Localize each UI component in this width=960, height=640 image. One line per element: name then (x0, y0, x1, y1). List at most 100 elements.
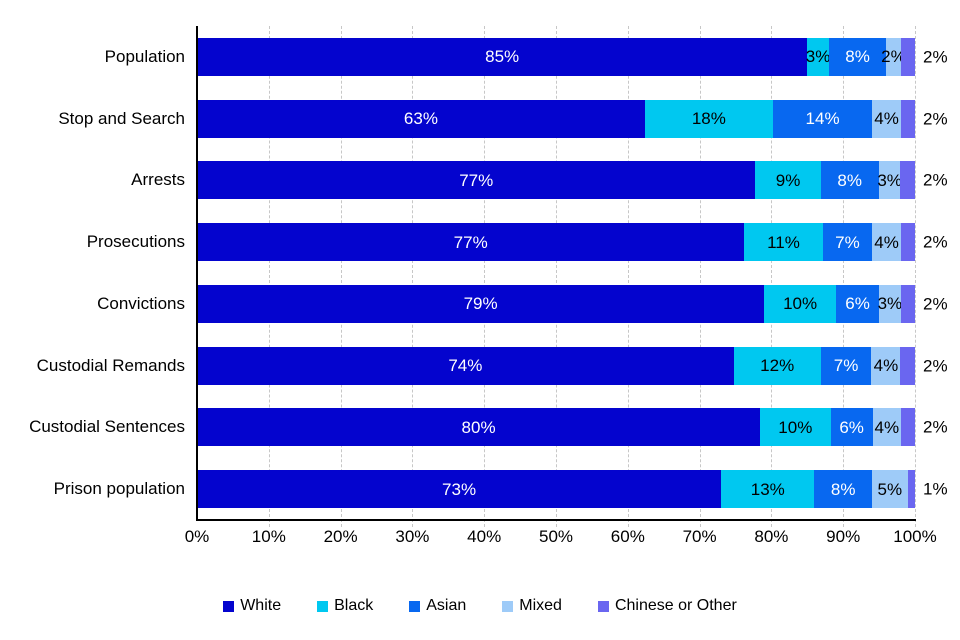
segment-mixed: 3% (877, 284, 903, 323)
segment-asian: 7% (822, 223, 873, 262)
bar-row-prison-population: 73% 13% 8% 5% 1% (197, 458, 948, 520)
plot-area: 85% 3% 8% 2% 2% 63% 18% 14% 4% 2% 77% 9% 8% 3% 2% 77% 11… (197, 26, 948, 527)
segment-label: 10% (778, 417, 813, 437)
segment-mixed: 5% (871, 470, 908, 509)
segment-label-outside: 1% (923, 479, 948, 499)
legend-marker-icon (317, 600, 329, 612)
segment-asian: 14% (772, 99, 873, 138)
gridline (556, 26, 557, 527)
segment-label: 13% (750, 479, 785, 499)
segment-white: 73% (197, 470, 722, 509)
segment-label: 3% (805, 47, 831, 67)
segment-white: 85% (197, 37, 808, 76)
segment-chinese-or-other (900, 99, 915, 138)
x-tick-label: 90% (826, 527, 861, 546)
segment-black: 3% (805, 37, 831, 76)
segment-label: 10% (783, 294, 818, 314)
segment-label: 73% (442, 479, 477, 499)
segment-label: 63% (403, 109, 438, 129)
legend: White Black Asian Mixed Chinese or Other (0, 597, 960, 615)
category-label-custodial-sentences: Custodial Sentences (29, 417, 185, 437)
segment-asian: 7% (820, 346, 872, 385)
x-tick-label: 30% (395, 527, 430, 546)
segment-chinese-or-other (900, 346, 915, 385)
bar-custodial-remands: 74% 12% 7% 4% 2% (197, 346, 948, 385)
gridline (484, 26, 486, 527)
category-label-prison-population: Prison population (53, 479, 185, 499)
bar-row-prosecutions: 77% 11% 7% 4% 2% (197, 211, 948, 273)
segment-white: 63% (197, 99, 645, 138)
category-label-stop-and-search: Stop and Search (58, 108, 185, 128)
segment-label: 8% (837, 170, 862, 190)
legend-marker-icon (597, 600, 609, 612)
segment-black: 18% (644, 99, 773, 138)
gridline (771, 26, 773, 527)
segment-label: 6% (839, 417, 864, 437)
segment-label: 4% (873, 356, 899, 376)
x-tick-label: 20% (323, 527, 358, 546)
segment-label: 5% (877, 479, 903, 499)
segment-black: 10% (760, 408, 831, 447)
legend-item-white: White (223, 597, 281, 615)
bar-prison-population: 73% 13% 8% 5% 1% (197, 470, 948, 509)
bar-row-custodial-remands: 74% 12% 7% 4% 2% (197, 335, 948, 397)
segment-label: 8% (830, 479, 856, 499)
gridline (412, 26, 414, 527)
segment-asian: 8% (828, 37, 887, 76)
segment-label-outside: 2% (923, 417, 948, 437)
bar-row-population: 85% 3% 8% 2% 2% (197, 26, 948, 88)
legend-item-asian: Asian (409, 597, 466, 615)
legend-label: Chinese or Other (614, 597, 737, 614)
x-tick-label: 40% (467, 527, 502, 546)
segment-asian: 8% (820, 161, 879, 200)
segment-chinese-or-other (900, 161, 915, 200)
segment-label-outside: 2% (923, 47, 948, 67)
gridline (915, 26, 916, 527)
segment-black: 9% (755, 161, 821, 200)
segment-label: 3% (877, 170, 902, 190)
x-tick-label: 10% (251, 527, 286, 546)
segment-mixed: 4% (872, 408, 901, 447)
segment-label: 80% (461, 417, 496, 437)
segment-black: 13% (721, 470, 815, 509)
gridline (627, 26, 629, 527)
segment-black: 11% (744, 223, 823, 262)
segment-white: 74% (197, 346, 734, 385)
segment-label: 7% (835, 232, 860, 252)
legend-marker-icon (223, 600, 235, 612)
segment-chinese-or-other (907, 470, 915, 509)
segment-label: 18% (691, 109, 726, 129)
segment-label-outside: 2% (923, 356, 948, 376)
segment-label: 4% (874, 109, 899, 129)
segment-asian: 6% (830, 408, 873, 447)
segment-label: 3% (877, 294, 903, 314)
legend-marker-icon (502, 600, 514, 612)
x-axis-line (196, 519, 916, 521)
segment-chinese-or-other (900, 37, 915, 76)
x-tick-label: 0% (184, 527, 210, 546)
gridline (268, 26, 270, 527)
gridline (340, 26, 342, 527)
x-tick-label: 80% (754, 527, 789, 546)
segment-chinese-or-other (900, 223, 915, 262)
x-axis-tick-labels: 0% 10% 20% 30% 40% 50% 60% 70% 80% 90% 100% (185, 527, 937, 549)
legend-marker-icon (409, 600, 421, 612)
x-tick-label: 100% (893, 527, 937, 546)
segment-mixed: 2% (881, 37, 906, 76)
segment-chinese-or-other (900, 284, 915, 323)
x-tick-label: 60% (610, 527, 645, 546)
segment-mixed: 4% (871, 346, 901, 385)
segment-black: 12% (733, 346, 821, 385)
category-label-custodial-remands: Custodial Remands (36, 355, 185, 375)
segment-asian: 8% (814, 470, 872, 509)
bar-population: 85% 3% 8% 2% 2% (197, 37, 948, 76)
x-tick-label: 70% (682, 527, 717, 546)
segment-label: 11% (767, 232, 800, 252)
bar-row-custodial-sentences: 80% 10% 6% 4% 2% (197, 397, 948, 459)
segment-label-outside: 2% (923, 170, 948, 190)
bar-prosecutions: 77% 11% 7% 4% 2% (197, 223, 948, 262)
segment-label: 9% (775, 170, 801, 190)
segment-label: 8% (845, 47, 870, 67)
segment-label: 6% (845, 294, 870, 314)
